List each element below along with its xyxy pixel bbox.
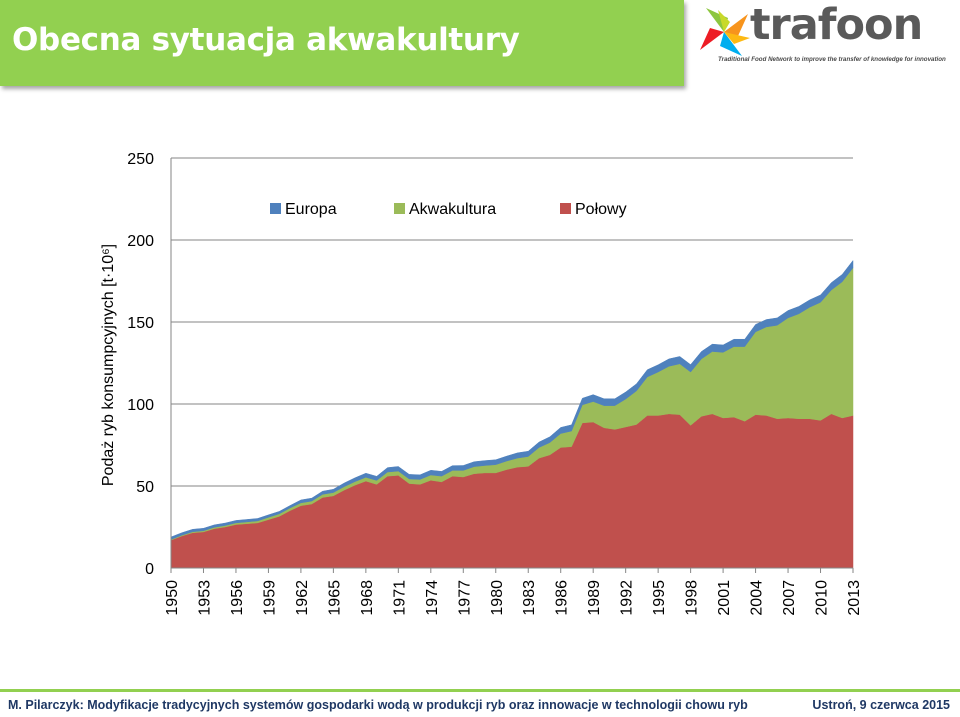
y-tick-label: 50: [136, 479, 154, 496]
legend-swatch: [270, 203, 281, 214]
x-tick-label: 2004: [749, 580, 766, 616]
x-tick-label: 2007: [781, 580, 798, 616]
footer-date: Ustroń, 9 czerwca 2015: [812, 698, 950, 712]
y-tick-label: 200: [127, 233, 154, 250]
x-tick-label: 1965: [326, 580, 343, 616]
stacked-area-chart: 0 50 100 150 200 250 1950 1953 1956 1959 1962 1965…: [100, 151, 863, 616]
area-series-poowy: [170, 413, 854, 569]
legend-label: Akwakultura: [409, 201, 496, 218]
x-tick-label: 1959: [261, 580, 278, 616]
x-tick-label: 1974: [424, 580, 441, 616]
x-tick-label: 1980: [489, 580, 506, 616]
pinwheel-icon: [700, 8, 750, 56]
x-tick-label: 1983: [521, 580, 538, 616]
x-tick-label: 1986: [554, 580, 571, 616]
y-tick-label: 150: [127, 315, 154, 332]
y-tick-label: 100: [127, 397, 154, 414]
footer-divider: [0, 689, 960, 692]
x-tick-label: 1989: [586, 580, 603, 616]
logo-wordmark: trafoon: [750, 0, 923, 50]
x-tick-label: 1977: [456, 580, 473, 616]
x-tick-label: 1956: [229, 580, 246, 616]
title-bar: Obecna sytuacja akwakultury: [0, 0, 684, 86]
area-series-europa: [170, 259, 854, 540]
x-tick-label: 1968: [359, 580, 376, 616]
x-tick-label: 1962: [294, 580, 311, 616]
y-tick-label: 0: [145, 561, 154, 578]
y-tick-label: 250: [127, 151, 154, 168]
trafoon-logo: trafoon Traditional Food Network to impr…: [694, 0, 956, 66]
slide-title: Obecna sytuacja akwakultury: [12, 22, 520, 58]
logo-tagline: Traditional Food Network to improve the …: [718, 56, 946, 63]
x-tick-label: 1995: [651, 580, 668, 616]
x-tick-label: 2001: [716, 580, 733, 616]
legend-swatch: [560, 203, 571, 214]
x-tick-label: 1992: [619, 580, 636, 616]
x-tick-label: 1971: [391, 580, 408, 616]
x-tick-label: 2013: [846, 580, 863, 616]
x-tick-label: 1950: [164, 580, 181, 616]
x-tick-label: 1953: [196, 580, 213, 616]
footer-author: M. Pilarczyk: Modyfikacje tradycyjnych s…: [8, 698, 748, 712]
y-axis-label: Podaż ryb konsumpcyjnych [t·10⁶]: [100, 244, 117, 486]
x-tick-label: 2010: [814, 580, 831, 616]
legend-swatch: [394, 203, 405, 214]
legend-label: Połowy: [575, 201, 627, 218]
legend-label: Europa: [285, 201, 337, 218]
x-tick-label: 1998: [684, 580, 701, 616]
